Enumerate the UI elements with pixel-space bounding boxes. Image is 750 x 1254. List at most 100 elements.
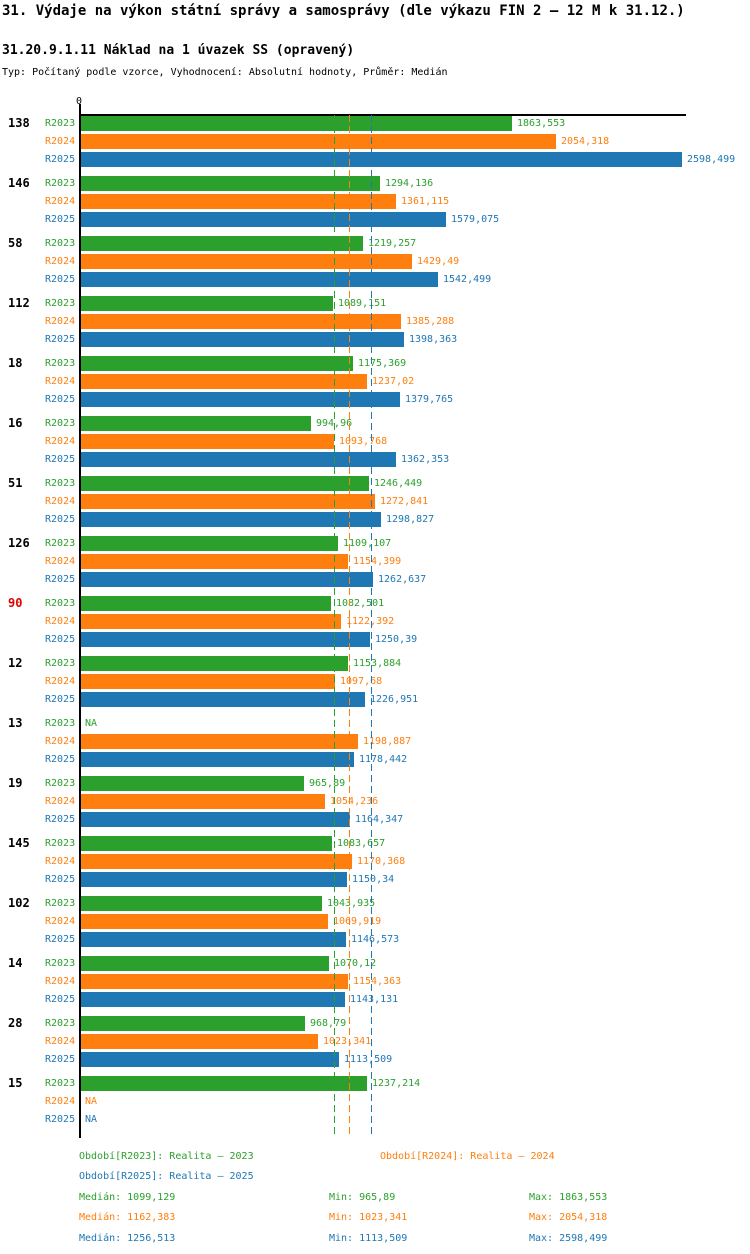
bar-value-label: 1113,509 — [344, 1054, 393, 1065]
series-row-label: R2023 — [45, 538, 76, 549]
bar-r2025 — [81, 212, 446, 227]
bar-value-label: 1219,257 — [368, 238, 417, 249]
bar-r2024 — [81, 674, 335, 689]
bar-value-label: 1272,841 — [380, 496, 429, 507]
bar-value-label: 1154,363 — [353, 976, 402, 987]
group-label: 146 — [8, 176, 30, 190]
bar-r2025 — [81, 332, 404, 347]
bar-r2024 — [81, 134, 556, 149]
group-label: 112 — [8, 296, 30, 310]
bar-value-label: 2054,318 — [561, 136, 610, 147]
na-value-label: NA — [85, 1096, 98, 1107]
group-label: 28 — [8, 1016, 23, 1030]
stat-max-r2025: Max: 2598,499 — [529, 1233, 608, 1244]
bar-r2025 — [81, 572, 373, 587]
series-row-label: R2025 — [45, 694, 76, 705]
bar-value-label: 1262,637 — [378, 574, 427, 585]
bar-value-label: 1385,288 — [406, 316, 455, 327]
bar-value-label: 1250,39 — [375, 634, 418, 645]
series-row-label: R2024 — [45, 196, 76, 207]
bar-r2023 — [81, 536, 338, 551]
group-label: 12 — [8, 656, 23, 670]
indicator-type-line: Typ: Počítaný podle vzorce, Vyhodnocení:… — [2, 67, 448, 78]
bar-r2024 — [81, 734, 358, 749]
series-row-label: R2023 — [45, 1018, 76, 1029]
series-row-label: R2023 — [45, 238, 76, 249]
bar-r2025 — [81, 692, 365, 707]
series-row-label: R2023 — [45, 358, 76, 369]
stat-max-r2023: Max: 1863,553 — [529, 1192, 608, 1203]
x-axis-zero-tick-label: 0 — [76, 96, 83, 107]
series-row-label: R2023 — [45, 478, 76, 489]
bar-r2025 — [81, 1052, 339, 1067]
stat-min-r2024: Min: 1023,341 — [329, 1212, 408, 1223]
bar-r2023 — [81, 116, 512, 131]
series-row-label: R2025 — [45, 994, 76, 1005]
series-row-label: R2025 — [45, 394, 76, 405]
group-label: 16 — [8, 416, 23, 430]
bar-r2024 — [81, 194, 396, 209]
series-row-label: R2023 — [45, 418, 76, 429]
series-row-label: R2025 — [45, 1114, 76, 1125]
bar-value-label: 965,89 — [309, 778, 346, 789]
series-row-label: R2024 — [45, 376, 76, 387]
series-row-label: R2024 — [45, 496, 76, 507]
bar-r2024 — [81, 554, 348, 569]
bar-value-label: 1362,353 — [401, 454, 450, 465]
bar-value-label: 1054,236 — [330, 796, 379, 807]
bar-r2023 — [81, 656, 348, 671]
series-row-label: R2023 — [45, 958, 76, 969]
bar-value-label: 1109,107 — [343, 538, 392, 549]
series-row-label: R2025 — [45, 274, 76, 285]
bar-value-label: 1154,399 — [353, 556, 402, 567]
series-row-label: R2025 — [45, 874, 76, 885]
group-label: 126 — [8, 536, 30, 550]
bar-value-label: 1226,951 — [370, 694, 419, 705]
bar-r2023 — [81, 596, 331, 611]
series-row-label: R2024 — [45, 556, 76, 567]
stat-min-r2023: Min: 965,89 — [329, 1192, 396, 1203]
page-title: 31. Výdaje na výkon státní správy a samo… — [2, 3, 685, 19]
series-row-label: R2024 — [45, 796, 76, 807]
group-label: 14 — [8, 956, 23, 970]
series-row-label: R2025 — [45, 514, 76, 525]
bar-r2024 — [81, 1034, 318, 1049]
bar-r2024 — [81, 374, 367, 389]
series-row-label: R2025 — [45, 154, 76, 165]
bar-value-label: 1579,075 — [451, 214, 500, 225]
bar-value-label: 1122,392 — [346, 616, 394, 627]
group-label: 102 — [8, 896, 30, 910]
series-row-label: R2023 — [45, 298, 76, 309]
bar-value-label: 1379,765 — [405, 394, 454, 405]
series-row-label: R2024 — [45, 736, 76, 747]
bar-value-label: 968,79 — [310, 1018, 347, 1029]
bar-value-label: 1089,151 — [338, 298, 387, 309]
bar-r2023 — [81, 896, 322, 911]
bar-r2025 — [81, 752, 354, 767]
x-axis-line — [80, 114, 686, 116]
series-row-label: R2024 — [45, 256, 76, 267]
bar-value-label: 1023,341 — [323, 1036, 372, 1047]
series-row-label: R2023 — [45, 898, 76, 909]
legend-item-r2024: Období[R2024]: Realita – 2024 — [380, 1151, 555, 1162]
series-row-label: R2025 — [45, 334, 76, 345]
bar-r2024 — [81, 794, 325, 809]
bar-r2025 — [81, 452, 396, 467]
bar-r2023 — [81, 956, 329, 971]
series-row-label: R2023 — [45, 838, 76, 849]
bar-r2024 — [81, 254, 412, 269]
bar-r2023 — [81, 236, 363, 251]
series-row-label: R2023 — [45, 718, 76, 729]
bar-value-label: 1198,887 — [363, 736, 412, 747]
series-row-label: R2025 — [45, 934, 76, 945]
bar-r2023 — [81, 356, 353, 371]
bar-r2025 — [81, 992, 345, 1007]
na-value-label: NA — [85, 1114, 98, 1125]
bar-r2023 — [81, 776, 304, 791]
group-label: 15 — [8, 1076, 23, 1090]
series-row-label: R2023 — [45, 118, 76, 129]
bar-value-label: 1093,768 — [339, 436, 388, 447]
series-row-label: R2024 — [45, 916, 76, 927]
bar-value-label: 1069,919 — [333, 916, 382, 927]
